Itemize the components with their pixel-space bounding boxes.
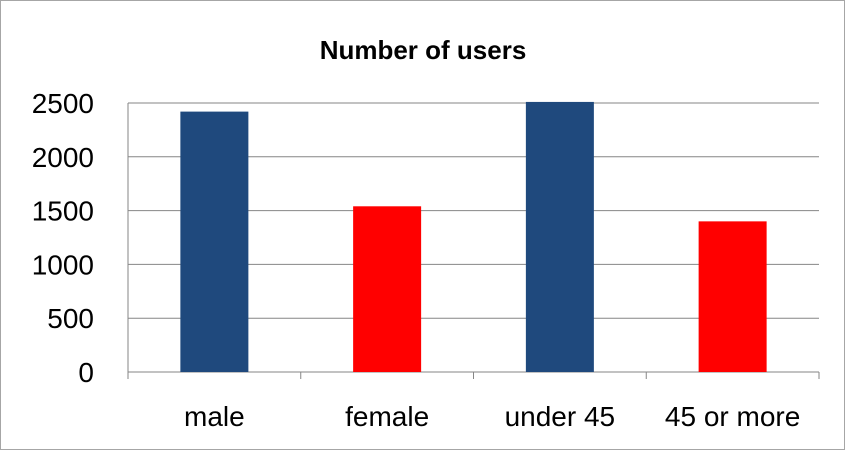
y-tick-label: 0 [78, 357, 94, 388]
chart-title: Number of users [320, 35, 527, 65]
bar [525, 101, 594, 372]
y-tick-label: 2000 [32, 142, 94, 173]
tick-labels: 0 500 1000 1500 2000 2500 male female under 45 45… [32, 88, 801, 432]
y-tick-label: 2500 [32, 88, 94, 119]
x-tick-label: male [184, 401, 245, 432]
bar [698, 221, 767, 372]
x-tick-label: 45 or more [665, 401, 800, 432]
y-tick-label: 1500 [32, 196, 94, 227]
x-tick-label: female [345, 401, 429, 432]
bars [180, 101, 767, 372]
y-tick-label: 500 [47, 303, 94, 334]
y-tick-label: 1000 [32, 249, 94, 280]
bar [353, 206, 422, 372]
x-tick-label: under 45 [505, 401, 616, 432]
bar [180, 111, 249, 372]
